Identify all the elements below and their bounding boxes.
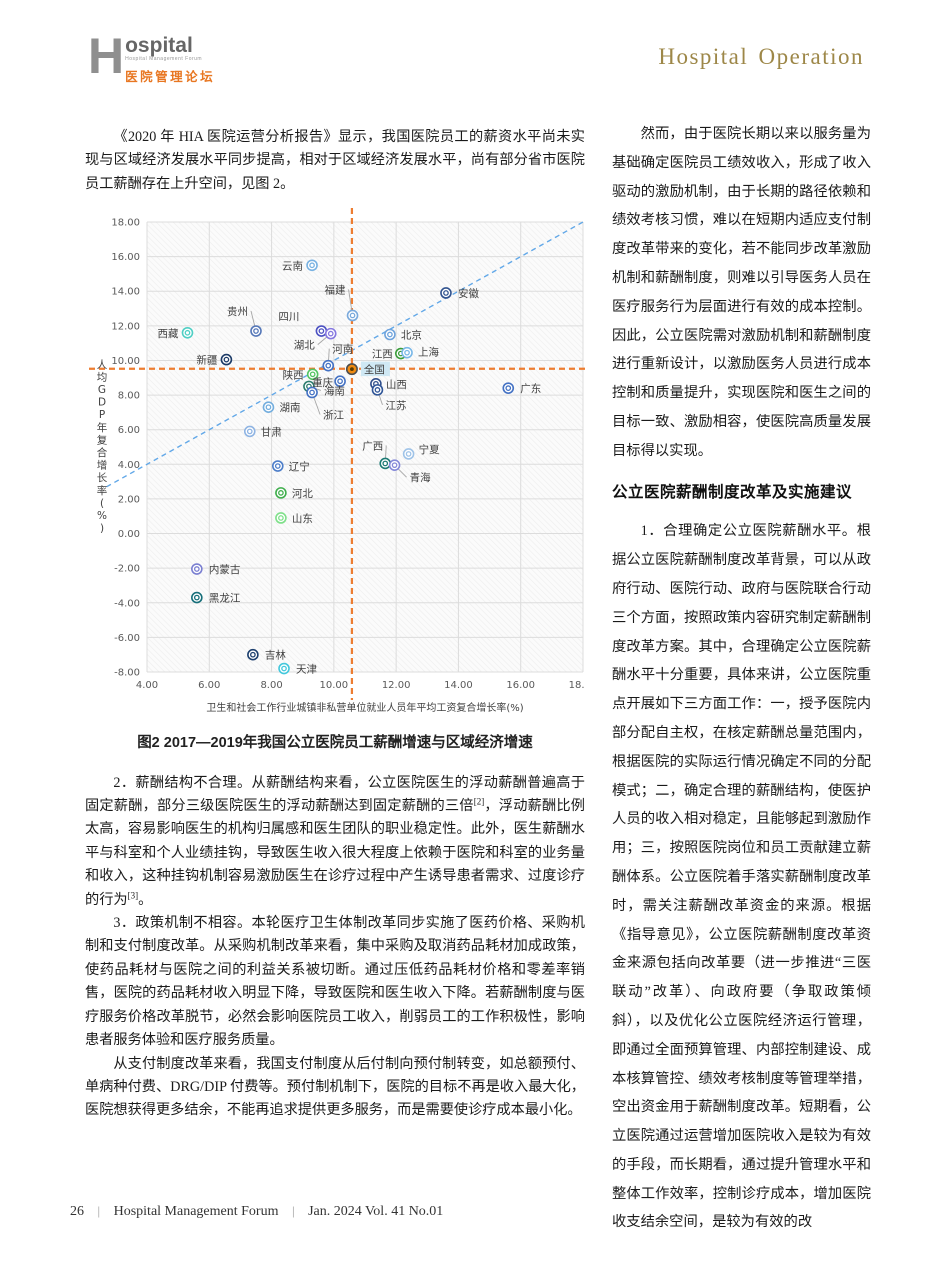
svg-text:江苏: 江苏 (385, 399, 406, 412)
footer-issue: Jan. 2024 Vol. 41 No.01 (308, 1204, 444, 1219)
svg-text:广西: 广西 (362, 441, 383, 453)
svg-text:湖北: 湖北 (294, 340, 315, 352)
svg-text:青海: 青海 (410, 471, 431, 484)
svg-text:浙江: 浙江 (323, 410, 344, 422)
svg-text:-8.00: -8.00 (114, 668, 140, 679)
svg-text:海南: 海南 (324, 385, 345, 398)
paragraph-policy-mechanism: 3．政策机制不相容。本轮医疗卫生体制改革同步实施了医药价格、采购机制和支付制度改… (85, 915, 585, 1049)
svg-text:江西: 江西 (372, 349, 393, 361)
paragraph-payment-reform: 从支付制度改革来看，我国支付制度从后付制向预付制转变，如总额预付、单病种付费、D… (85, 1055, 585, 1119)
svg-text:10.00: 10.00 (320, 680, 349, 691)
svg-text:增: 增 (97, 459, 108, 472)
svg-text:辽宁: 辽宁 (289, 460, 310, 473)
section-heading: 公立医院薪酬制度改革及实施建议 (612, 483, 853, 501)
svg-text:重庆: 重庆 (312, 376, 333, 389)
journal-logo: H ospital Hospital Management Forum 医院管理… (88, 28, 216, 85)
paragraph-incentive: 然而，由于医院长期以来以服务量为基础确定医院员工绩效收入，形成了收入驱动的激励机… (612, 126, 871, 459)
svg-text:宁夏: 宁夏 (419, 443, 440, 456)
svg-text:4.00: 4.00 (118, 460, 140, 471)
svg-text:广东: 广东 (520, 382, 541, 395)
svg-text:全国: 全国 (364, 363, 385, 376)
svg-text:D: D (98, 397, 106, 409)
svg-text:四川: 四川 (278, 311, 299, 323)
svg-text:0.00: 0.00 (118, 529, 140, 540)
svg-text:4.00: 4.00 (136, 680, 158, 691)
svg-text:人: 人 (97, 359, 108, 371)
figure-caption: 图2 2017—2019年我国公立医院员工薪酬增速与区域经济增速 (137, 735, 533, 752)
svg-text:新疆: 新疆 (196, 354, 217, 367)
svg-text:山西: 山西 (386, 379, 407, 391)
svg-text:18.00: 18.00 (569, 680, 585, 691)
running-head-section-title: Hospital Operation (658, 44, 864, 69)
paragraph-salary-structure: 2．薪酬结构不合理。从薪酬结构来看，公立医院医生的浮动薪酬普遍高于固定薪酬，部分… (85, 774, 585, 908)
svg-text:黑龙江: 黑龙江 (209, 592, 241, 605)
svg-text:-6.00: -6.00 (114, 633, 140, 644)
svg-text:-2.00: -2.00 (114, 564, 140, 575)
svg-text:): ) (100, 523, 104, 535)
svg-text:率: 率 (97, 484, 108, 497)
paragraph-intro: 《2020 年 HIA 医院运营分析报告》显示，我国医院员工的薪资水平尚未实现与… (85, 129, 585, 192)
paragraph-recommendation: 1．合理确定公立医院薪酬水平。根据公立医院薪酬制度改革背景，可以从政府行动、医院… (612, 523, 871, 1231)
logo-chinese-name: 医院管理论坛 (125, 70, 216, 84)
svg-text:P: P (99, 409, 105, 421)
svg-text:北京: 北京 (401, 329, 422, 342)
svg-text:上海: 上海 (418, 346, 439, 359)
logo-letter-h: H (88, 28, 125, 84)
svg-text:贵州: 贵州 (227, 305, 248, 318)
svg-text:18.00: 18.00 (111, 218, 140, 229)
svg-text:甘肃: 甘肃 (261, 426, 282, 439)
svg-text:2.00: 2.00 (118, 495, 140, 506)
svg-text:河北: 河北 (292, 488, 313, 500)
svg-text:%: % (97, 510, 107, 522)
svg-text:14.00: 14.00 (444, 680, 473, 691)
svg-text:12.00: 12.00 (111, 322, 140, 333)
svg-text:西藏: 西藏 (157, 328, 178, 340)
svg-text:复: 复 (97, 434, 108, 447)
svg-text:16.00: 16.00 (111, 252, 140, 263)
svg-text:8.00: 8.00 (118, 391, 140, 402)
svg-text:山东: 山东 (292, 512, 313, 525)
svg-text:年: 年 (97, 421, 108, 434)
svg-text:(: ( (100, 498, 104, 510)
figure-2: 云南安徽 福建贵州西藏 四川湖北 北京新疆 江西 上海 河南陕西 全国重庆 山西江苏 海南浙江 广东… (85, 208, 585, 755)
svg-text:G: G (98, 384, 106, 396)
svg-text:福建: 福建 (325, 284, 346, 297)
svg-text:14.00: 14.00 (111, 287, 140, 298)
page-number: 26 (70, 1204, 84, 1219)
footer-separator: | (97, 1203, 101, 1218)
svg-text:10.00: 10.00 (111, 356, 140, 367)
svg-text:河南: 河南 (332, 343, 353, 356)
svg-text:内蒙古: 内蒙古 (209, 563, 241, 576)
svg-text:12.00: 12.00 (382, 680, 411, 691)
logo-subtitle: Hospital Management Forum (125, 56, 203, 62)
footer-journal-name: Hospital Management Forum (113, 1204, 279, 1219)
svg-text:安徽: 安徽 (458, 287, 479, 300)
page-footer: 26 | Hospital Management Forum | Jan. 20… (70, 1203, 443, 1220)
right-column: 然而，由于医院长期以来以服务量为基础确定医院员工绩效收入，形成了收入驱动的激励机… (612, 120, 871, 1237)
svg-text:-4.00: -4.00 (114, 598, 140, 609)
logo-word: ospital (125, 34, 193, 57)
svg-text:天津: 天津 (296, 664, 317, 676)
svg-text:6.00: 6.00 (118, 425, 140, 436)
svg-text:合: 合 (97, 446, 108, 459)
left-column: 《2020 年 HIA 医院运营分析报告》显示，我国医院员工的薪资水平尚未实现与… (85, 126, 585, 1123)
svg-text:长: 长 (97, 472, 108, 484)
svg-text:16.00: 16.00 (506, 680, 535, 691)
svg-text:吉林: 吉林 (265, 649, 286, 662)
svg-text:6.00: 6.00 (198, 680, 220, 691)
footer-separator: | (291, 1203, 295, 1218)
svg-text:陕西: 陕西 (283, 369, 304, 382)
svg-text:8.00: 8.00 (260, 680, 282, 691)
svg-text:均: 均 (97, 372, 108, 384)
svg-text:湖南: 湖南 (279, 401, 300, 414)
svg-text:卫生和社会工作行业城镇非私营单位就业人员年平均工资复合增长率: 卫生和社会工作行业城镇非私营单位就业人员年平均工资复合增长率(%) (206, 701, 523, 714)
svg-text:云南: 云南 (282, 259, 303, 272)
